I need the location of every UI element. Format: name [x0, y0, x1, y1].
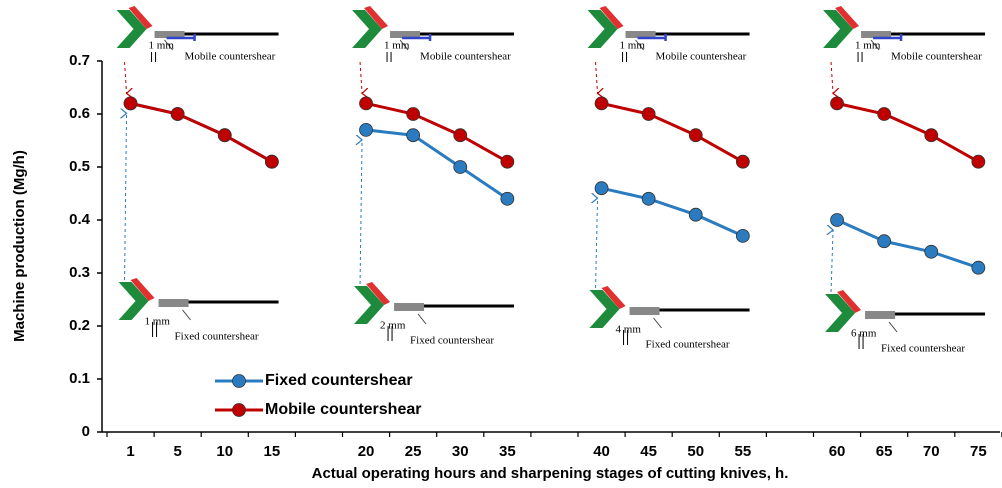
x-tick-label: 55 [735, 443, 752, 460]
gap-label: 6 mm [851, 328, 877, 340]
point [642, 192, 655, 205]
countershear [630, 307, 660, 315]
series-line [131, 103, 979, 267]
pointer [418, 314, 426, 324]
gap-label: 1 mm [620, 40, 646, 52]
point [360, 123, 373, 136]
point [360, 97, 373, 110]
gap-marks [858, 52, 862, 62]
x-tick-label: 1 [126, 443, 134, 460]
x-tick-label: 60 [829, 443, 846, 460]
point [124, 97, 137, 110]
countershear [159, 299, 189, 307]
pointer [889, 322, 897, 332]
point [878, 108, 891, 121]
point [925, 129, 938, 142]
legend-label: Mobile countershear [265, 401, 421, 418]
point [171, 108, 184, 121]
x-tick-label: 40 [593, 443, 610, 460]
point [878, 235, 891, 248]
y-axis-title: Machine production (Mg/h) [11, 150, 28, 342]
point [831, 97, 844, 110]
point [736, 229, 749, 242]
point [454, 161, 467, 174]
gap-label: 1 mm [855, 40, 881, 52]
arrow [596, 62, 598, 93]
countershear [394, 303, 424, 311]
x-tick-label: 15 [264, 443, 281, 460]
countershear-label: Fixed countershear [410, 335, 494, 347]
arrow [360, 62, 362, 93]
point [218, 129, 231, 142]
gap-marks [387, 52, 391, 62]
y-tick-label: 0.5 [69, 158, 90, 175]
y-tick-label: 0.6 [69, 105, 90, 122]
gap-marks [623, 52, 627, 62]
point [736, 155, 749, 168]
point [407, 129, 420, 142]
gap-label: 1 mm [384, 40, 410, 52]
point [925, 245, 938, 258]
gap-marks [152, 52, 156, 62]
countershear-label: Mobile countershear [420, 51, 511, 63]
arrow [125, 113, 127, 280]
arrow [831, 230, 833, 292]
x-tick-label: 70 [923, 443, 940, 460]
countershear-label: Fixed countershear [646, 339, 730, 351]
gap-label: 1 mm [149, 40, 175, 52]
y-tick-label: 0 [82, 423, 90, 440]
point [831, 214, 844, 227]
x-tick-label: 25 [405, 443, 422, 460]
pointer [654, 318, 662, 328]
countershear-label: Fixed countershear [881, 343, 965, 355]
point [642, 108, 655, 121]
x-tick-label: 65 [876, 443, 893, 460]
y-tick-label: 0.4 [69, 211, 91, 228]
point [501, 155, 514, 168]
point [689, 129, 702, 142]
pointer [183, 310, 191, 320]
legend-marker [233, 404, 246, 417]
gap-label: 4 mm [616, 324, 642, 336]
x-tick-label: 20 [358, 443, 375, 460]
arrow [360, 140, 362, 284]
countershear-label: Mobile countershear [185, 51, 276, 63]
x-axis-title: Actual operating hours and sharpening st… [312, 465, 789, 482]
x-tick-label: 75 [970, 443, 987, 460]
gap-label: 2 mm [380, 320, 406, 332]
countershear-label: Mobile countershear [891, 51, 982, 63]
point [595, 182, 608, 195]
y-tick-label: 0.7 [69, 52, 90, 69]
point [595, 97, 608, 110]
y-tick-label: 0.3 [69, 264, 90, 281]
point [689, 208, 702, 221]
x-tick-label: 30 [452, 443, 469, 460]
point [265, 155, 278, 168]
x-tick-label: 45 [640, 443, 657, 460]
point [972, 261, 985, 274]
legend-marker [233, 375, 246, 388]
x-tick-label: 5 [173, 443, 181, 460]
arrow [596, 198, 598, 288]
arrow [831, 62, 833, 93]
arrow [125, 62, 127, 93]
point [454, 129, 467, 142]
series-line [131, 103, 979, 161]
x-tick-label: 10 [216, 443, 233, 460]
point [972, 155, 985, 168]
legend-label: Fixed countershear [265, 372, 413, 389]
countershear [865, 311, 895, 319]
countershear-label: Fixed countershear [175, 331, 259, 343]
x-tick-label: 35 [499, 443, 516, 460]
gap-label: 1 mm [145, 316, 171, 328]
x-tick-label: 50 [687, 443, 704, 460]
y-tick-label: 0.2 [69, 317, 90, 334]
point [407, 108, 420, 121]
y-tick-label: 0.1 [69, 370, 90, 387]
point [501, 192, 514, 205]
countershear-label: Mobile countershear [656, 51, 747, 63]
chart: Machine production (Mg/h) Actual operati… [0, 0, 1002, 488]
